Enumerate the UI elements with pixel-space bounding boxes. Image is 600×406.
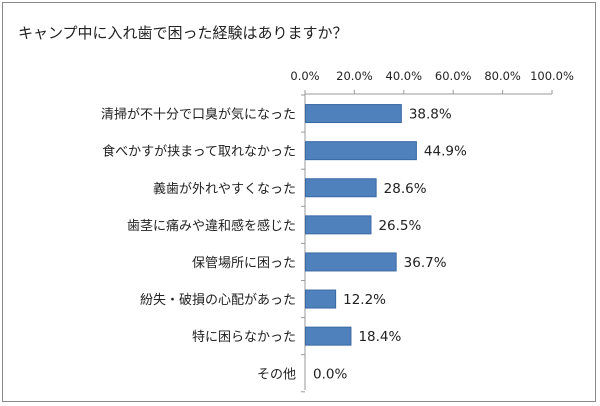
data-label: 44.9%	[424, 144, 467, 160]
bar	[305, 289, 337, 309]
x-tick-label: 80.0%	[484, 69, 521, 83]
data-label: 18.4%	[358, 329, 401, 345]
data-label: 0.0%	[313, 366, 347, 382]
category-label: 清掃が不十分で口臭が気になった	[101, 107, 296, 123]
data-label: 38.8%	[409, 107, 452, 123]
category-label: 食べかすが挟まって取れなかった	[102, 144, 296, 160]
x-tick-label: 60.0%	[435, 69, 472, 83]
bar	[305, 215, 372, 235]
category-label: 特に困らなかった	[192, 330, 296, 345]
data-label: 28.6%	[384, 181, 427, 197]
data-label: 12.2%	[343, 292, 386, 308]
bar	[305, 141, 417, 161]
chart-frame	[2, 2, 596, 402]
data-label: 36.7%	[404, 255, 447, 271]
x-tick-label: 0.0%	[290, 69, 319, 83]
x-tick-label: 40.0%	[386, 69, 423, 83]
category-label: 紛失・破損の心配があった	[140, 293, 296, 308]
data-label: 26.5%	[378, 218, 421, 234]
bar	[305, 104, 402, 124]
chart-title: キャンプ中に入れ歯で困った経験はありますか？	[18, 24, 348, 42]
category-label: 義歯が外れやすくなった	[153, 181, 296, 197]
bar	[305, 252, 397, 272]
category-label: 保管場所に困った	[192, 256, 296, 271]
category-label: 歯茎に痛みや違和感を感じた	[127, 218, 296, 234]
bar	[305, 178, 377, 198]
x-tick-label: 100.0%	[530, 69, 574, 83]
category-label: その他	[257, 367, 296, 382]
x-tick-label: 20.0%	[336, 69, 373, 83]
bar	[305, 326, 352, 346]
